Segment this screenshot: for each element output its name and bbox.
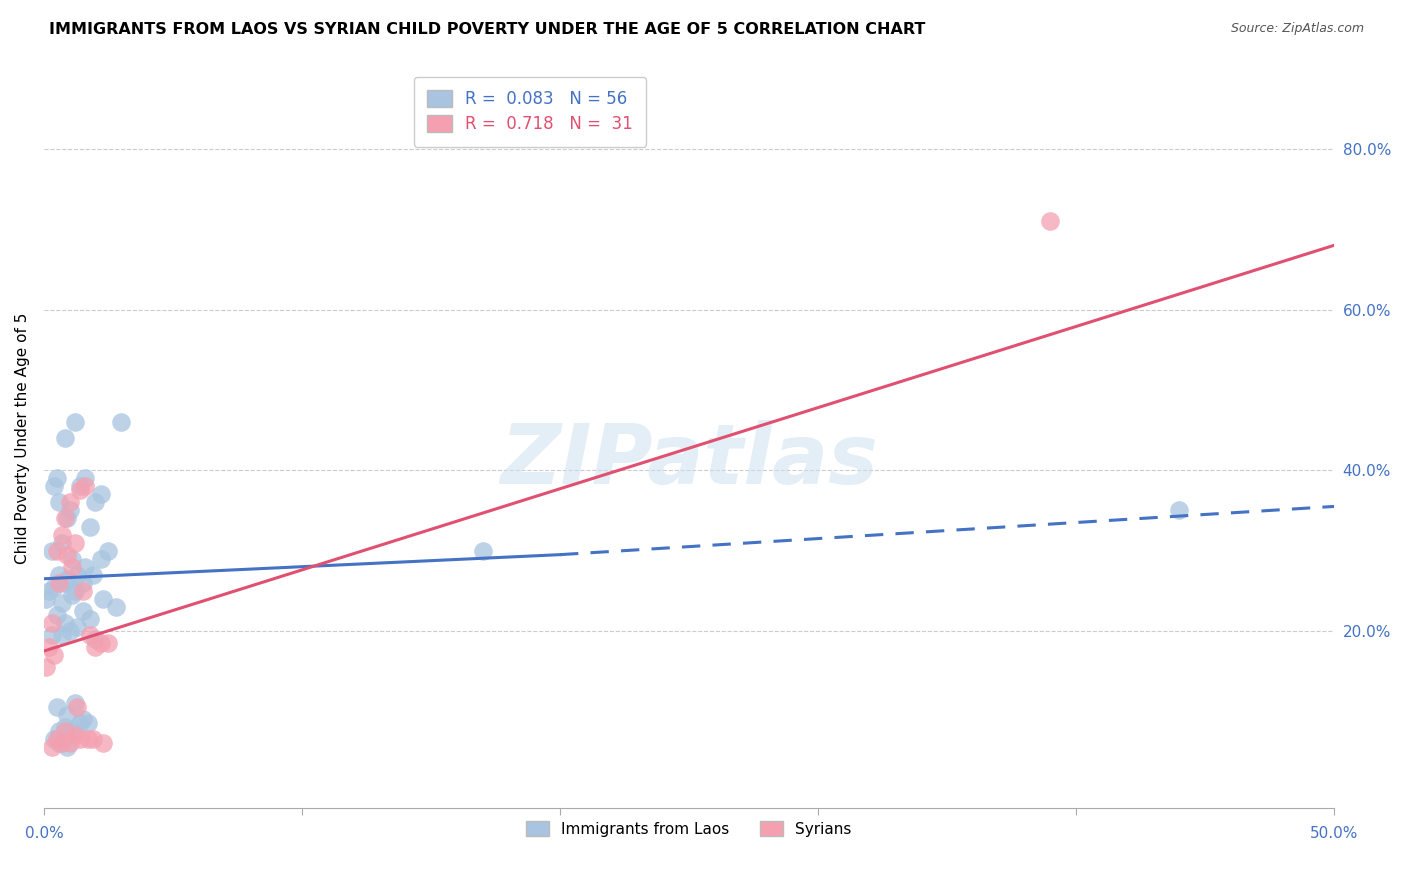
Point (45, 543, 67, 558)
Point (72, 712, 94, 726)
Point (38, 583, 60, 598)
Point (48, 724, 70, 739)
Point (53, 575, 76, 590)
Point (82, 567, 104, 582)
Point (66, 700, 89, 714)
Point (56, 548, 79, 562)
Point (66, 620, 89, 634)
Point (48, 575, 70, 590)
Point (59, 495, 82, 509)
Point (69, 732, 91, 747)
Point (105, 599, 128, 614)
Point (45, 700, 67, 714)
Point (53, 511, 76, 525)
Point (56, 511, 79, 525)
Point (82, 732, 104, 747)
Point (44, 732, 66, 747)
Point (48, 736, 70, 750)
Point (1168, 503, 1191, 517)
Point (44, 580, 66, 594)
Point (79, 628, 101, 642)
Point (72, 575, 94, 590)
Point (90, 551, 112, 566)
Point (45, 732, 67, 747)
Y-axis label: Child Poverty Under the Age of 5: Child Poverty Under the Age of 5 (15, 312, 30, 564)
Point (90, 487, 112, 501)
Point (51, 527, 73, 541)
Point (76, 716, 98, 731)
Point (79, 519, 101, 533)
Point (51, 736, 73, 750)
Point (59, 624, 82, 638)
Point (69, 483, 91, 498)
Point (45, 471, 67, 485)
Point (53, 615, 76, 630)
Point (63, 583, 86, 598)
Point (56, 740, 79, 755)
Point (60, 724, 83, 739)
Point (63, 415, 86, 429)
Text: Source: ZipAtlas.com: Source: ZipAtlas.com (1230, 22, 1364, 36)
Point (75, 479, 97, 493)
Point (72, 583, 94, 598)
Point (60, 551, 83, 566)
Point (38, 640, 60, 654)
Point (48, 495, 70, 509)
Point (56, 572, 79, 586)
Point (75, 471, 97, 485)
Point (35, 591, 58, 606)
Point (44, 479, 66, 493)
Point (79, 612, 101, 626)
Point (35, 660, 58, 674)
Point (471, 543, 494, 558)
Point (56, 708, 79, 723)
Point (60, 559, 83, 574)
Point (51, 628, 73, 642)
Point (45, 607, 67, 622)
Point (97, 636, 120, 650)
Point (69, 479, 91, 493)
Point (63, 696, 86, 710)
Point (91, 591, 114, 606)
Point (51, 535, 73, 549)
Point (75, 559, 97, 574)
Point (110, 415, 132, 429)
Text: IMMIGRANTS FROM LAOS VS SYRIAN CHILD POVERTY UNDER THE AGE OF 5 CORRELATION CHAR: IMMIGRANTS FROM LAOS VS SYRIAN CHILD POV… (49, 22, 925, 37)
Point (41, 740, 63, 755)
Point (51, 596, 73, 610)
Legend: Immigrants from Laos, Syrians: Immigrants from Laos, Syrians (519, 814, 859, 845)
Point (59, 736, 82, 750)
Point (59, 503, 82, 517)
Point (91, 736, 114, 750)
Point (41, 615, 63, 630)
Point (90, 636, 112, 650)
Point (84, 640, 107, 654)
Point (41, 543, 63, 558)
Point (72, 604, 94, 618)
Point (1039, 214, 1062, 228)
Point (60, 588, 83, 602)
Point (66, 567, 89, 582)
Point (53, 720, 76, 734)
Point (84, 495, 107, 509)
Point (48, 567, 70, 582)
Point (53, 431, 76, 445)
Point (84, 632, 107, 646)
Point (69, 716, 91, 731)
Point (41, 628, 63, 642)
Point (97, 543, 120, 558)
Point (63, 728, 86, 742)
Point (44, 648, 66, 662)
Point (53, 724, 76, 739)
Point (63, 535, 86, 549)
Point (76, 732, 98, 747)
Text: ZIPatlas: ZIPatlas (501, 420, 877, 500)
